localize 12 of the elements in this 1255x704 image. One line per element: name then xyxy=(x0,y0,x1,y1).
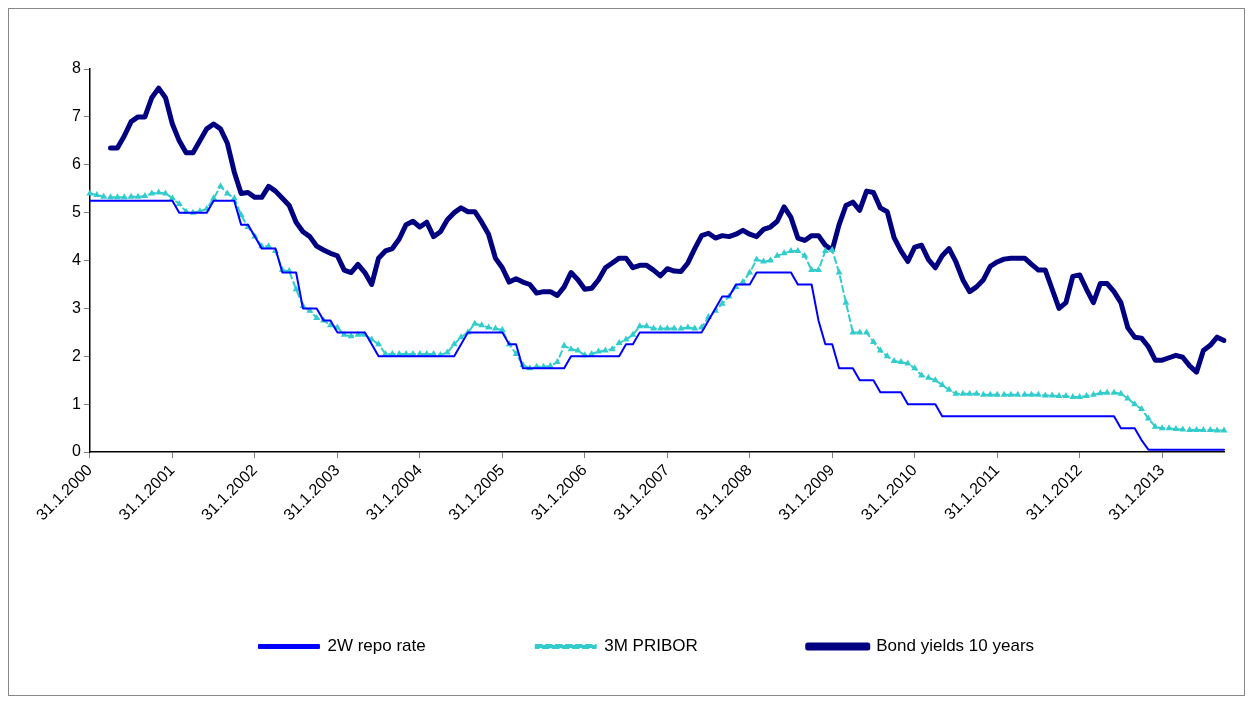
y-tick-label: 6 xyxy=(71,155,81,173)
y-tick-label: 2 xyxy=(71,346,81,364)
y-tick-label: 8 xyxy=(71,59,81,77)
y-tick-label: 3 xyxy=(71,298,81,316)
legend-label: Bond yields 10 years xyxy=(876,636,1035,656)
y-tick-label: 7 xyxy=(71,107,81,125)
legend-label: 2W repo rate xyxy=(327,636,426,656)
y-tick-label: 0 xyxy=(71,442,81,460)
y-tick-label: 5 xyxy=(71,203,81,221)
y-tick-label: 1 xyxy=(71,394,81,412)
y-tick-label: 4 xyxy=(71,250,81,268)
legend-label: 3M PRIBOR xyxy=(604,636,698,656)
